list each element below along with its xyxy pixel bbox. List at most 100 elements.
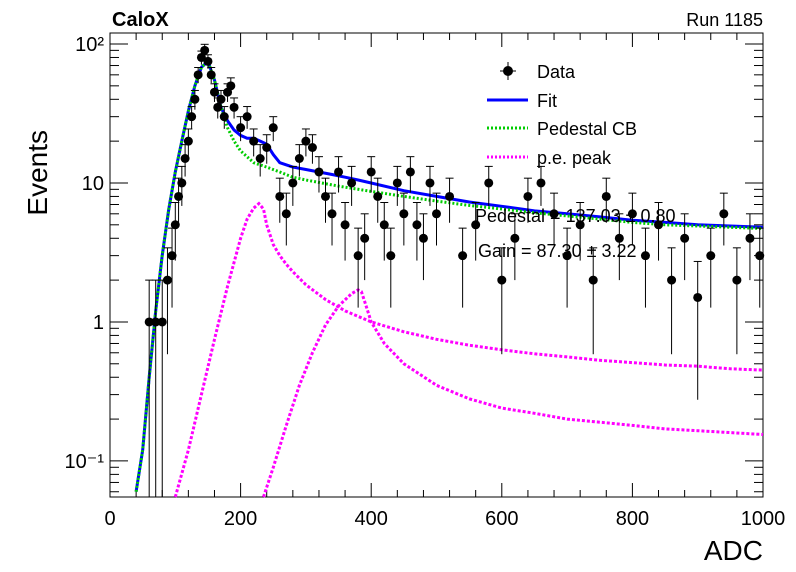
data-point: [432, 192, 441, 246]
data-point: [667, 247, 677, 355]
plot-frame: [109, 32, 764, 498]
data-point: [693, 260, 703, 400]
data-point: [497, 247, 507, 355]
data-point: [219, 106, 229, 129]
data-marker: [412, 220, 422, 230]
y-tick-label: 10: [82, 173, 104, 195]
data-marker: [288, 178, 298, 188]
data-point: [301, 128, 311, 157]
data-marker: [314, 167, 324, 177]
data-point: [151, 279, 161, 497]
data-marker: [229, 102, 239, 112]
data-point: [399, 192, 409, 246]
data-marker: [445, 191, 455, 201]
data-marker: [170, 220, 180, 230]
data-marker: [334, 167, 344, 177]
data-marker: [281, 209, 291, 219]
data-marker: [190, 94, 200, 104]
data-marker: [405, 167, 415, 177]
data-point: [334, 156, 344, 193]
data-marker: [706, 251, 716, 261]
data-point: [366, 156, 376, 193]
legend-entry-pe: p.e. peak: [487, 148, 612, 168]
data-point: [379, 202, 389, 261]
data-point: [755, 227, 765, 308]
fit-gain-text: Gain = 87.30 ± 3.22: [478, 241, 637, 261]
legend-label-pe: p.e. peak: [537, 148, 612, 168]
x-tick-label: 200: [224, 508, 257, 530]
data-marker: [347, 178, 357, 188]
legend-label-pedestal: Pedestal CB: [537, 119, 637, 139]
data-marker: [294, 154, 304, 164]
data-marker: [745, 233, 755, 243]
data-point: [347, 165, 357, 206]
data-marker: [562, 251, 572, 261]
data-marker: [327, 209, 337, 219]
data-point: [190, 89, 200, 110]
data-marker: [654, 220, 664, 230]
curve-p-e-peak-2: [262, 288, 764, 498]
data-point: [177, 165, 187, 206]
data-point: [144, 279, 154, 497]
data-marker: [458, 251, 468, 261]
data-point: [601, 177, 611, 223]
data-marker: [144, 317, 154, 327]
data-point: [242, 106, 252, 129]
data-point: [654, 202, 664, 261]
data-point: [510, 213, 520, 281]
data-marker: [242, 112, 252, 122]
y-tick-label: 10²: [75, 34, 104, 56]
x-tick-label: 600: [485, 508, 518, 530]
data-marker: [471, 220, 481, 230]
data-point: [562, 227, 572, 308]
data-marker: [549, 209, 559, 219]
data-point: [680, 213, 690, 281]
x-tick-label: 1000: [741, 508, 786, 530]
y-tick-label: 1: [93, 312, 104, 334]
header-left: CaloX: [112, 9, 169, 31]
data-marker: [162, 275, 172, 285]
data-marker: [249, 136, 259, 146]
data-point: [445, 177, 455, 223]
data-point: [162, 247, 172, 355]
data-point: [412, 202, 422, 261]
data-point: [627, 192, 637, 246]
data-point: [167, 227, 177, 308]
data-marker: [340, 220, 350, 230]
data-marker: [536, 178, 546, 188]
data-marker: [307, 142, 317, 152]
data-point: [471, 202, 481, 261]
data-marker: [180, 154, 190, 164]
data-point: [405, 156, 415, 193]
data-marker: [203, 56, 213, 66]
data-points: [144, 43, 765, 497]
data-marker: [510, 233, 520, 243]
data-marker: [301, 136, 311, 146]
data-point: [327, 192, 337, 246]
data-point: [206, 67, 216, 84]
data-point: [745, 213, 755, 281]
legend-label-fit: Fit: [537, 91, 557, 111]
data-marker: [614, 233, 624, 243]
data-marker: [693, 292, 703, 302]
data-point: [360, 213, 370, 281]
data-point: [249, 128, 259, 157]
data-point: [262, 134, 272, 164]
data-marker: [174, 191, 184, 201]
data-marker: [719, 209, 729, 219]
data-point: [229, 97, 239, 119]
data-point: [203, 54, 213, 69]
axes: 0 200 400 600 800 1000 10⁻¹ 1 10 10²: [65, 33, 786, 530]
legend-entry-pedestal: Pedestal CB: [487, 119, 637, 139]
data-point: [386, 227, 396, 308]
data-point: [523, 177, 533, 223]
data-point: [209, 83, 219, 102]
data-marker: [425, 178, 435, 188]
x-tick-label: 800: [616, 508, 649, 530]
data-point: [425, 165, 435, 206]
data-point: [484, 165, 494, 206]
data-point: [640, 227, 650, 308]
data-point: [732, 247, 742, 355]
data-point: [226, 77, 236, 96]
data-marker: [236, 123, 246, 133]
